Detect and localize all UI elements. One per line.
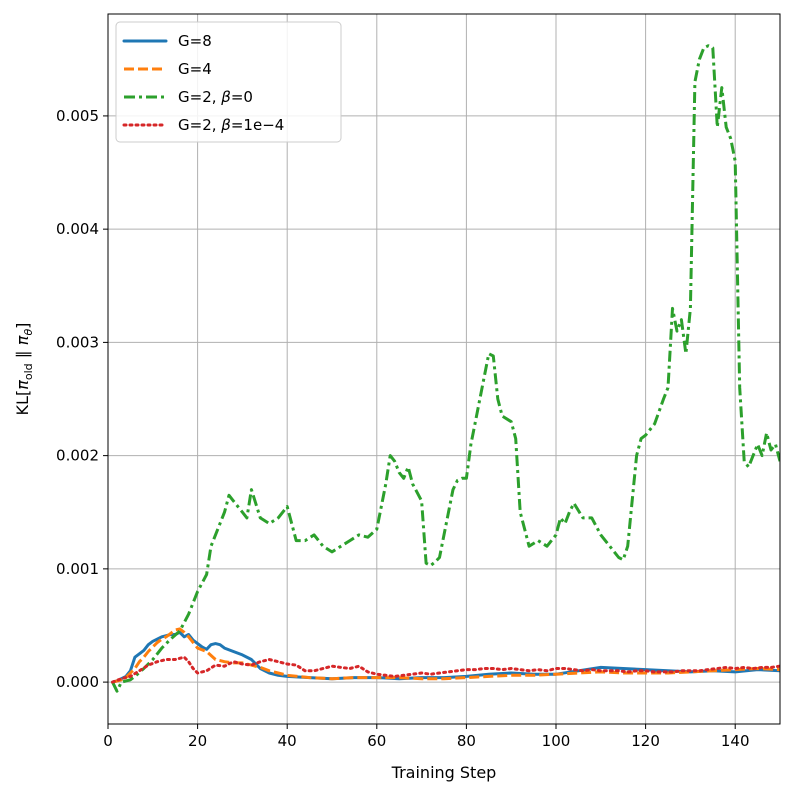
legend-entry: G=4 (178, 60, 212, 78)
x-axis-ticks: 0 20 40 60 80 100 120 140 (103, 724, 750, 750)
legend-box (115, 21, 342, 143)
series-line-4 (111, 655, 780, 684)
series-line-3 (111, 44, 780, 693)
legend-entry: G=2, β=0 (178, 88, 253, 106)
x-tick-label: 120 (631, 732, 660, 750)
y-axis-label: KL[πold ∥ πθ] (13, 323, 35, 416)
y-axis-ticks: 0.000 0.001 0.002 0.003 0.004 0.005 (56, 107, 108, 691)
x-tick-label: 100 (542, 732, 571, 750)
y-tick-label: 0.003 (56, 333, 99, 351)
x-tick-label: 80 (457, 732, 476, 750)
legend-entry: G=2, β=1e−4 (178, 116, 284, 134)
y-axis-label-pi-old: π (13, 380, 32, 390)
legend-entry: G=8 (178, 32, 212, 50)
y-axis-label-pi-theta: π (13, 335, 32, 345)
legend: G=8 G=4 G=2, β=0 G=2, β=1e−4 (115, 21, 342, 143)
y-axis-label-suffix: ] (13, 323, 32, 329)
x-tick-label: 40 (278, 732, 297, 750)
series-line-2 (112, 627, 780, 684)
x-axis-label: Training Step (391, 763, 497, 782)
series-line-1 (111, 630, 780, 684)
series-layer (111, 44, 780, 693)
y-tick-label: 0.000 (56, 673, 99, 691)
y-tick-label: 0.002 (56, 447, 99, 465)
plot-frame (107, 13, 781, 725)
x-tick-label: 20 (188, 732, 207, 750)
y-tick-label: 0.001 (56, 560, 99, 578)
y-axis-label-sub-theta: θ (22, 329, 35, 336)
y-axis-label-prefix: KL[ (13, 390, 32, 416)
x-tick-label: 0 (103, 732, 113, 750)
y-tick-label: 0.004 (56, 220, 99, 238)
x-tick-label: 140 (721, 732, 750, 750)
y-axis-label-sub-old: old (22, 363, 35, 380)
y-axis-label-mid: ∥ (13, 345, 32, 363)
y-tick-label: 0.005 (56, 107, 99, 125)
x-tick-label: 60 (367, 732, 386, 750)
